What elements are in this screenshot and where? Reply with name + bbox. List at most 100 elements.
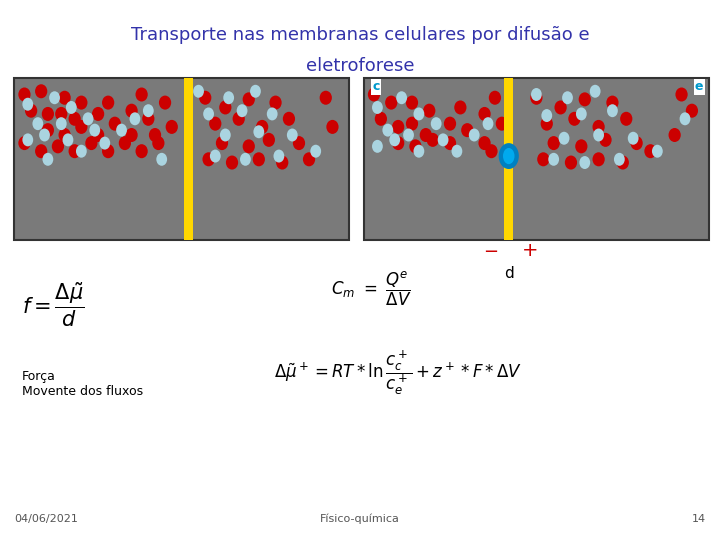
- Ellipse shape: [267, 107, 278, 120]
- Ellipse shape: [135, 87, 148, 102]
- Ellipse shape: [76, 145, 87, 158]
- Ellipse shape: [39, 129, 50, 141]
- Ellipse shape: [320, 91, 332, 105]
- Ellipse shape: [541, 109, 552, 122]
- Ellipse shape: [372, 101, 383, 114]
- Ellipse shape: [68, 112, 81, 126]
- Text: Força
Movente dos fluxos: Força Movente dos fluxos: [22, 370, 143, 398]
- Text: $\Delta\tilde{\mu}^+ = RT * \ln\dfrac{c_c^+}{c_e^+} + z^+ * F * \Delta V$: $\Delta\tilde{\mu}^+ = RT * \ln\dfrac{c_…: [274, 348, 522, 397]
- Ellipse shape: [607, 104, 618, 117]
- Ellipse shape: [240, 153, 251, 166]
- Ellipse shape: [42, 107, 54, 121]
- Ellipse shape: [253, 125, 264, 138]
- Ellipse shape: [219, 100, 231, 114]
- Ellipse shape: [614, 153, 625, 166]
- Ellipse shape: [541, 117, 553, 131]
- Ellipse shape: [83, 112, 94, 125]
- Ellipse shape: [263, 133, 275, 147]
- Ellipse shape: [130, 112, 140, 125]
- Ellipse shape: [58, 91, 71, 105]
- Ellipse shape: [530, 91, 543, 105]
- Ellipse shape: [250, 85, 261, 98]
- Ellipse shape: [18, 87, 30, 102]
- Ellipse shape: [35, 84, 48, 98]
- Ellipse shape: [562, 91, 573, 104]
- Ellipse shape: [92, 128, 104, 142]
- Ellipse shape: [537, 152, 549, 166]
- Ellipse shape: [125, 104, 138, 118]
- Ellipse shape: [22, 133, 33, 146]
- Ellipse shape: [685, 104, 698, 118]
- Ellipse shape: [406, 117, 418, 131]
- Ellipse shape: [590, 85, 600, 98]
- Text: Transporte nas membranas celulares por difusão e: Transporte nas membranas celulares por d…: [131, 26, 589, 44]
- Ellipse shape: [269, 96, 282, 110]
- Ellipse shape: [283, 112, 295, 126]
- Ellipse shape: [593, 129, 604, 141]
- Ellipse shape: [385, 96, 397, 110]
- Ellipse shape: [631, 136, 643, 150]
- Ellipse shape: [243, 139, 255, 153]
- Ellipse shape: [25, 104, 37, 118]
- Ellipse shape: [479, 136, 491, 150]
- Ellipse shape: [35, 144, 48, 158]
- Ellipse shape: [99, 137, 110, 150]
- Ellipse shape: [243, 92, 255, 106]
- Ellipse shape: [469, 129, 480, 141]
- Ellipse shape: [575, 139, 588, 153]
- Ellipse shape: [576, 107, 587, 120]
- Ellipse shape: [89, 124, 100, 137]
- Ellipse shape: [438, 133, 449, 146]
- Ellipse shape: [58, 128, 71, 142]
- Text: c: c: [372, 80, 379, 93]
- Ellipse shape: [203, 107, 214, 120]
- Ellipse shape: [392, 136, 405, 150]
- Ellipse shape: [49, 91, 60, 104]
- Ellipse shape: [109, 117, 121, 131]
- Ellipse shape: [675, 87, 688, 102]
- Text: $-$: $-$: [483, 241, 498, 259]
- Ellipse shape: [485, 144, 498, 158]
- Ellipse shape: [32, 117, 43, 130]
- Ellipse shape: [55, 107, 68, 121]
- Text: Físico-química: Físico-química: [320, 514, 400, 524]
- Ellipse shape: [368, 87, 380, 102]
- Ellipse shape: [423, 104, 436, 118]
- Text: $C_m \ = \ \dfrac{Q^e}{\Delta V}$: $C_m \ = \ \dfrac{Q^e}{\Delta V}$: [331, 270, 412, 308]
- Ellipse shape: [406, 96, 418, 110]
- Ellipse shape: [496, 117, 508, 131]
- Ellipse shape: [620, 112, 632, 126]
- Ellipse shape: [149, 128, 161, 142]
- Ellipse shape: [413, 107, 424, 120]
- Ellipse shape: [580, 156, 590, 169]
- Ellipse shape: [199, 91, 212, 105]
- Ellipse shape: [372, 140, 383, 153]
- Ellipse shape: [216, 136, 228, 150]
- Ellipse shape: [42, 153, 53, 166]
- Ellipse shape: [220, 129, 230, 141]
- Ellipse shape: [599, 133, 612, 147]
- FancyBboxPatch shape: [505, 78, 513, 240]
- Ellipse shape: [403, 129, 414, 141]
- Ellipse shape: [274, 150, 284, 163]
- Ellipse shape: [42, 123, 54, 137]
- Ellipse shape: [392, 120, 405, 134]
- Ellipse shape: [135, 144, 148, 158]
- Ellipse shape: [210, 150, 220, 163]
- Ellipse shape: [293, 136, 305, 150]
- Ellipse shape: [482, 117, 493, 130]
- Ellipse shape: [166, 120, 178, 134]
- Ellipse shape: [652, 145, 662, 158]
- Ellipse shape: [92, 107, 104, 121]
- Ellipse shape: [52, 139, 64, 153]
- FancyBboxPatch shape: [364, 78, 709, 240]
- Ellipse shape: [559, 132, 570, 145]
- Ellipse shape: [413, 145, 424, 158]
- Ellipse shape: [303, 152, 315, 166]
- Ellipse shape: [593, 120, 605, 134]
- Ellipse shape: [503, 148, 515, 164]
- Ellipse shape: [142, 112, 154, 126]
- Ellipse shape: [451, 145, 462, 158]
- Text: 14: 14: [691, 514, 706, 524]
- Ellipse shape: [202, 152, 215, 166]
